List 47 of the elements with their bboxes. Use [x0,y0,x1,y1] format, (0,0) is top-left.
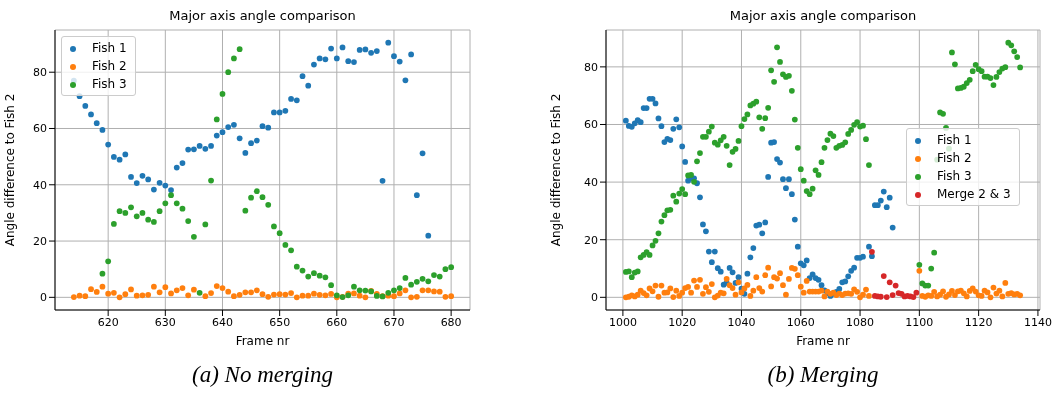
y-tick-label: 20 [33,234,47,248]
text: (a) No merging [191,362,334,388]
point [869,248,875,255]
x-tick-label: 1000 [608,315,637,329]
x-tick-label: 1120 [964,315,993,329]
y-tick-label: 60 [33,122,47,136]
legend-label: Fish 3 [937,169,972,183]
y-tick-label: 40 [584,176,598,189]
x-tick-label: 640 [211,315,233,329]
y-tick-label: 80 [584,60,598,74]
point [913,289,920,296]
y-tick-label: 0 [591,291,598,305]
y-tick-label: 0 [40,291,47,305]
x-tick-label: 1080 [846,315,875,329]
point [892,282,899,289]
x-tick-label: 630 [154,315,176,329]
chart-title: Major axis angle comparison [168,8,357,23]
x-tick-label: 1100 [905,315,934,329]
x-axis-title: Frame nr [235,334,290,348]
y-tick-label: 80 [33,66,47,80]
y-axis-title: Angle difference to Fish 2 [3,93,18,247]
point [883,294,890,300]
legend-label: Fish 2 [92,59,127,73]
x-tick-label: 650 [269,315,291,329]
point [889,292,896,298]
x-tick-label: 680 [440,315,462,329]
y-tick-label: 40 [33,178,47,192]
chart-title: Major axis angle comparison [728,8,918,23]
x-tick-label: 660 [326,315,348,329]
legend-label: Fish 1 [92,41,127,55]
x-tick-label: 620 [97,315,119,329]
legend-label: Fish 2 [937,151,972,165]
x-tick-label: 1020 [668,315,697,329]
x-axis-title: Frame nr [796,334,850,348]
x-tick-label: 1060 [786,315,815,329]
y-tick-label: 60 [584,118,598,132]
x-tick-label: 670 [383,315,405,329]
y-axis-title: Angle difference to Fish 2 [549,93,564,247]
point [880,273,887,279]
point [886,279,893,286]
x-tick-label: 1140 [1023,315,1052,329]
x-tick-label: 1040 [727,315,756,329]
legend-label: Fish 3 [92,77,127,91]
legend-label: Fish 1 [937,133,972,147]
y-tick-label: 20 [584,233,598,247]
legend-label: Merge 2 & 3 [937,187,1011,201]
text: (b) Merging [766,362,880,388]
